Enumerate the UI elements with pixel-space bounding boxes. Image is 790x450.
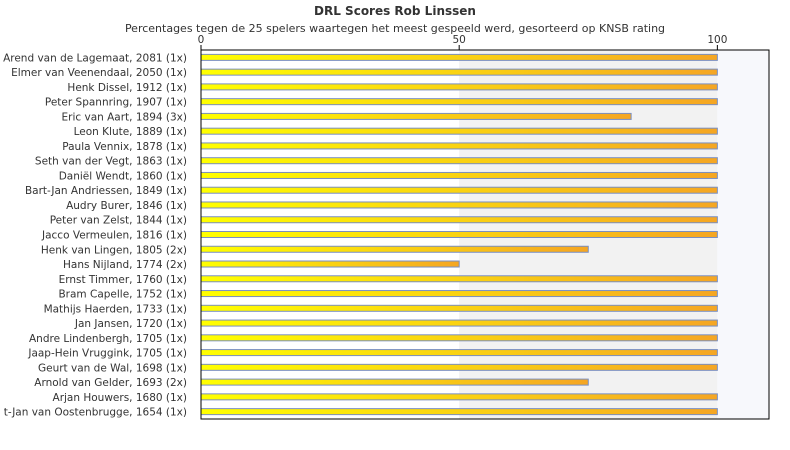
bar-0 <box>200 53 718 61</box>
category-label-2: Henk Dissel, 1912 (1x) <box>67 82 187 94</box>
bar-17 <box>200 304 718 312</box>
bar-3 <box>200 98 718 106</box>
category-label-18: Jan Jansen, 1720 (1x) <box>74 318 187 330</box>
bar-6 <box>200 142 718 150</box>
plot-band-100-max <box>717 50 769 419</box>
category-label-9: Bart-Jan Andriessen, 1849 (1x) <box>25 185 187 197</box>
category-label-19: Andre Lindenbergh, 1705 (1x) <box>29 333 187 345</box>
bar-13 <box>200 245 589 253</box>
chart-subtitle: Percentages tegen de 25 spelers waartege… <box>124 22 666 35</box>
category-label-12: Jacco Vermeulen, 1816 (1x) <box>41 230 187 242</box>
category-label-0: Arend van de Lagemaat, 2081 (1x) <box>3 52 187 64</box>
category-label-10: Audry Burer, 1846 (1x) <box>66 200 187 212</box>
bar-8 <box>200 171 718 179</box>
category-label-5: Leon Klute, 1889 (1x) <box>74 126 187 138</box>
bar-1 <box>200 68 718 76</box>
bar-15 <box>200 275 718 283</box>
category-label-8: Daniël Wendt, 1860 (1x) <box>59 170 187 182</box>
bar-10 <box>200 201 718 209</box>
plot-frame <box>200 49 770 420</box>
bar-22 <box>200 378 589 386</box>
bar-19 <box>200 334 718 342</box>
category-label-3: Peter Spannring, 1907 (1x) <box>45 97 187 109</box>
category-label-14: Hans Nijland, 1774 (2x) <box>63 259 187 271</box>
chart-title: DRL Scores Rob Linssen <box>314 4 476 18</box>
bar-21 <box>200 363 718 371</box>
category-label-6: Paula Vennix, 1878 (1x) <box>62 141 187 153</box>
bar-5 <box>200 127 718 135</box>
bar-18 <box>200 319 718 327</box>
category-label-22: Arnold van Gelder, 1693 (2x) <box>34 377 187 389</box>
category-label-15: Ernst Timmer, 1760 (1x) <box>59 274 187 286</box>
bar-20 <box>200 349 718 357</box>
bar-12 <box>200 231 718 238</box>
category-label-1: Elmer van Veenendaal, 2050 (1x) <box>11 67 187 79</box>
bar-23 <box>200 393 718 401</box>
category-label-21: Geurt van de Wal, 1698 (1x) <box>38 362 187 374</box>
category-label-20: Jaap-Hein Vruggink, 1705 (1x) <box>27 348 187 360</box>
bar-9 <box>200 186 718 194</box>
bar-24 <box>200 408 718 416</box>
category-label-24: t-Jan van Oostenbrugge, 1654 (1x) <box>4 407 187 419</box>
category-label-7: Seth van der Vegt, 1863 (1x) <box>35 156 187 168</box>
category-label-4: Eric van Aart, 1894 (3x) <box>62 111 188 123</box>
category-label-16: Bram Capelle, 1752 (1x) <box>58 289 187 301</box>
bar-2 <box>200 83 718 91</box>
category-label-17: Mathijs Haerden, 1733 (1x) <box>44 303 187 315</box>
bar-7 <box>200 157 718 165</box>
bar-4 <box>200 112 632 120</box>
bar-11 <box>200 216 718 224</box>
x-tick-label-0: 0 <box>198 34 205 46</box>
category-label-13: Henk van Lingen, 1805 (2x) <box>41 244 187 256</box>
x-tick-label-2: 100 <box>707 34 727 46</box>
bar-16 <box>200 290 718 298</box>
category-label-23: Arjan Houwers, 1680 (1x) <box>53 392 187 404</box>
category-label-11: Peter van Zelst, 1844 (1x) <box>50 215 187 227</box>
x-tick-label-1: 50 <box>452 34 465 46</box>
bar-14 <box>200 260 460 268</box>
